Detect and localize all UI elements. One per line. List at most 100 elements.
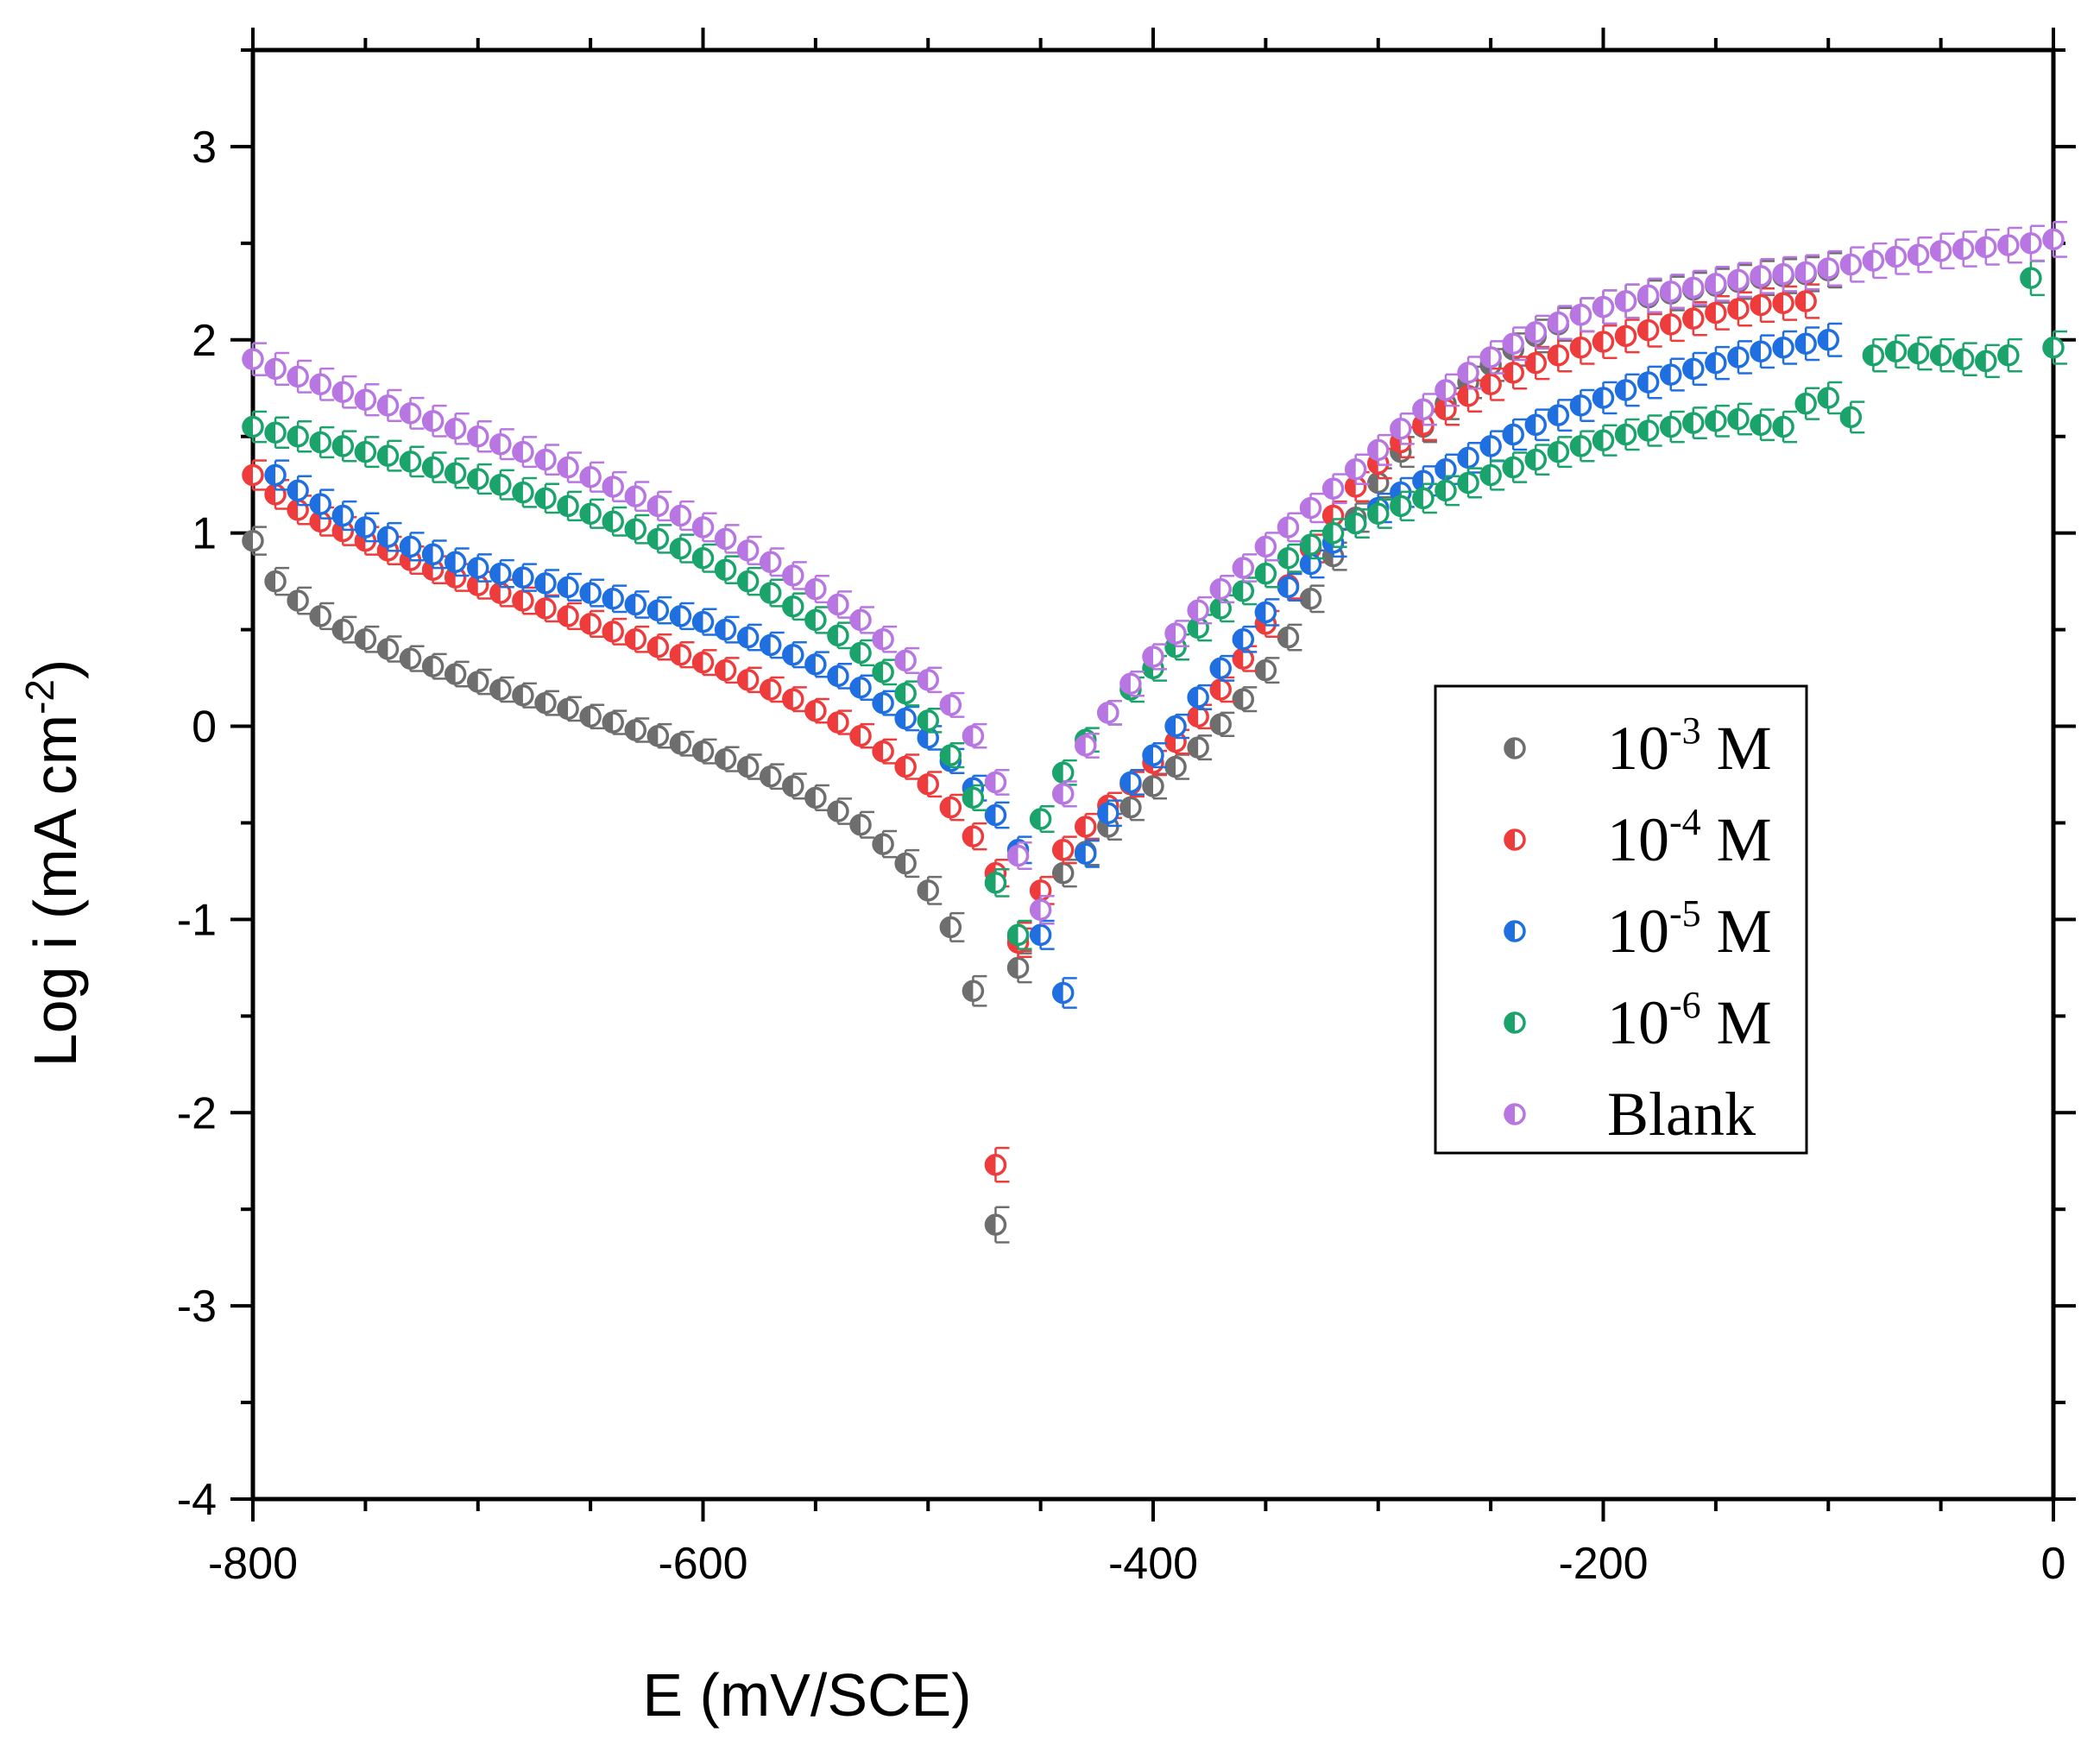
marker-fill	[1819, 387, 1829, 407]
data-point	[444, 462, 467, 485]
marker-fill	[1774, 417, 1784, 437]
series-3	[242, 260, 2067, 950]
marker-fill	[1323, 506, 1334, 526]
data-point	[579, 705, 602, 728]
data-point	[646, 495, 670, 518]
legend-label-suffix: M	[1701, 988, 1772, 1057]
marker-fill	[1166, 757, 1176, 777]
marker-fill	[1075, 844, 1086, 864]
marker-fill	[1189, 738, 1199, 758]
legend-label: Blank	[1607, 1080, 1756, 1149]
marker-fill	[333, 506, 344, 526]
data-point	[264, 357, 287, 381]
marker-fill	[311, 606, 321, 626]
data-point	[1502, 362, 1524, 384]
data-point	[1457, 471, 1479, 495]
marker-fill	[333, 382, 344, 402]
data-point	[1254, 601, 1277, 624]
marker-fill	[1301, 535, 1311, 555]
marker-fill	[1616, 381, 1626, 400]
marker-fill	[1953, 350, 1964, 369]
marker-fill	[648, 601, 659, 621]
marker-fill	[1120, 772, 1131, 792]
data-point	[1142, 744, 1164, 766]
data-point	[421, 558, 445, 581]
marker-fill	[986, 1215, 996, 1235]
data-point	[1254, 562, 1277, 585]
marker-fill	[490, 564, 501, 583]
data-point	[1839, 253, 1863, 276]
data-point	[1817, 257, 1839, 280]
data-point	[2020, 267, 2042, 289]
marker-fill	[896, 757, 906, 777]
data-point	[1750, 293, 1772, 317]
data-point	[1029, 923, 1052, 947]
data-point	[1119, 796, 1142, 819]
marker-fill	[1323, 479, 1334, 499]
data-point	[782, 643, 804, 666]
data-point	[1952, 348, 1975, 370]
data-point	[646, 635, 670, 658]
data-point	[872, 628, 894, 651]
marker-fill	[1638, 373, 1649, 393]
legend-label-base: 10	[1607, 988, 1669, 1057]
data-point	[1075, 816, 1097, 838]
data-point	[1187, 686, 1209, 709]
data-point	[1569, 303, 1592, 326]
marker-fill	[783, 596, 793, 616]
marker-fill	[513, 685, 523, 705]
data-point	[242, 463, 264, 487]
y-tick-label: -1	[177, 895, 217, 945]
data-point	[1006, 923, 1030, 947]
data-point	[534, 448, 557, 471]
data-point	[894, 755, 917, 778]
marker-fill	[603, 713, 614, 733]
data-point	[602, 476, 624, 498]
data-point	[872, 740, 894, 763]
marker-fill	[873, 693, 884, 713]
data-point	[1794, 261, 1817, 284]
data-point	[1209, 657, 1232, 680]
marker-fill	[783, 645, 793, 665]
marker-fill	[1346, 459, 1356, 479]
data-point	[646, 527, 670, 551]
marker-fill	[1211, 679, 1221, 699]
marker-fill	[1819, 330, 1829, 350]
data-point	[1164, 622, 1187, 645]
marker-fill	[558, 496, 569, 516]
data-point	[1547, 440, 1570, 463]
marker-fill	[1616, 425, 1626, 444]
marker-fill	[648, 726, 659, 746]
marker-fill	[896, 684, 906, 703]
marker-fill	[311, 432, 321, 452]
data-point	[782, 688, 804, 710]
data-point	[1636, 371, 1660, 394]
data-point	[669, 605, 692, 627]
data-point	[962, 724, 985, 747]
marker-fill	[311, 512, 321, 532]
data-point	[1705, 273, 1727, 295]
marker-fill	[1435, 400, 1446, 419]
data-point	[602, 588, 624, 610]
data-point	[1659, 313, 1682, 336]
marker-fill	[738, 670, 748, 690]
marker-fill	[896, 709, 906, 728]
marker-fill	[1031, 880, 1041, 900]
marker-fill	[1504, 457, 1514, 477]
data-point	[714, 527, 737, 551]
data-point	[1524, 448, 1548, 471]
data-point	[1232, 628, 1255, 651]
marker-fill	[266, 423, 276, 443]
marker-fill	[535, 488, 545, 508]
data-point	[1794, 332, 1817, 356]
legend-label-sup: -6	[1669, 984, 1701, 1026]
marker-fill	[1571, 305, 1581, 324]
marker-fill	[873, 629, 884, 649]
data-point	[894, 707, 917, 730]
data-point	[1727, 407, 1750, 431]
data-point	[1209, 678, 1232, 701]
data-point	[1682, 412, 1705, 434]
marker-fill	[805, 610, 816, 630]
marker-fill	[828, 595, 838, 614]
data-point	[421, 410, 445, 432]
